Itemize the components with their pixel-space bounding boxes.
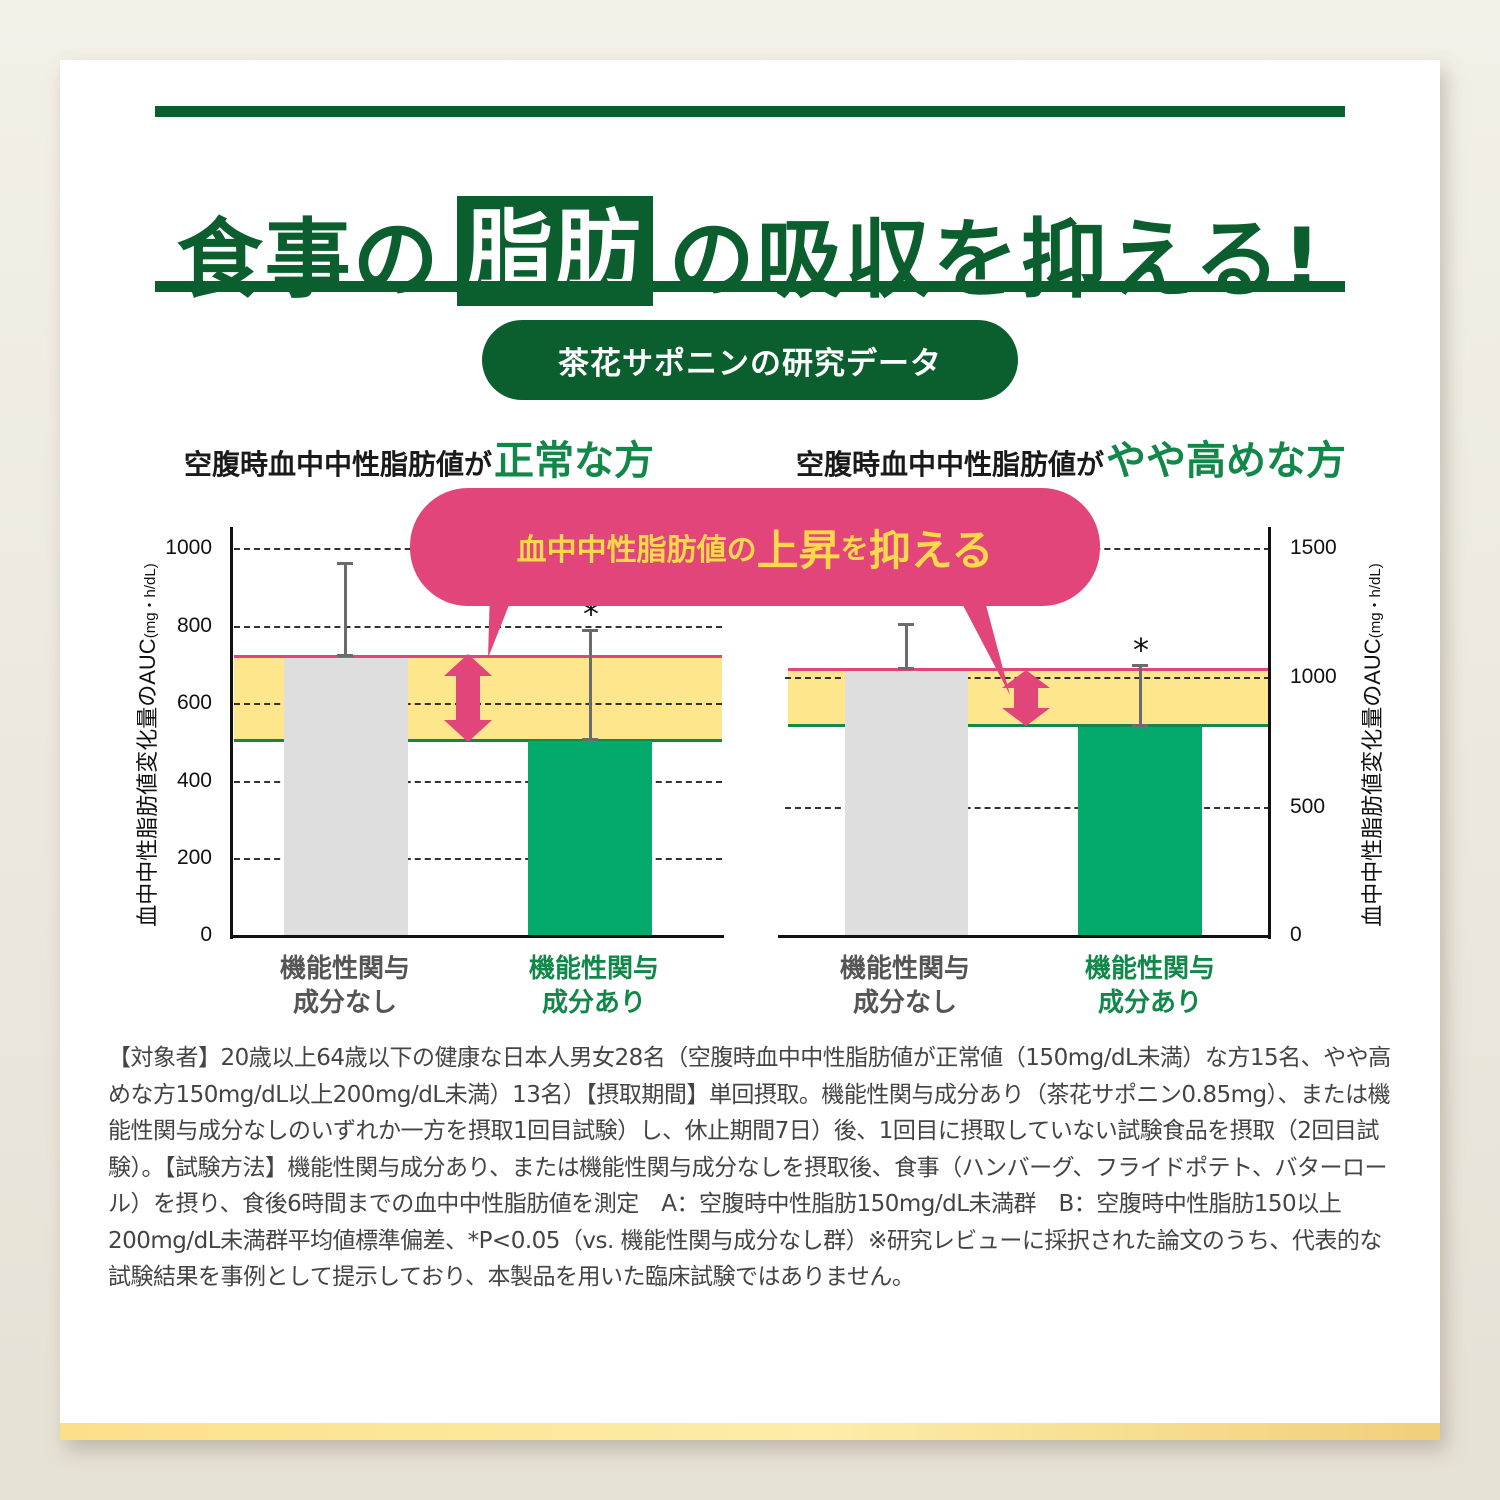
bar-control xyxy=(284,658,408,936)
error-cap-treatment xyxy=(1132,664,1148,667)
headline-part1: 食事の xyxy=(176,209,441,310)
subtitle-high: 空腹時血中中性脂肪値が やや高めな方 xyxy=(796,428,1346,486)
subtitle-prefix: 空腹時血中中性脂肪値が xyxy=(184,448,493,481)
y-axis-label-unit: (mg・h/dL) xyxy=(142,563,159,639)
error-cap-control-base xyxy=(898,667,914,670)
category-line2: 成分なし xyxy=(292,988,397,1018)
category-line2: 成分なし xyxy=(852,988,957,1018)
x-axis-left xyxy=(230,935,724,938)
gridline-500 xyxy=(785,807,1270,809)
treatment-level-line xyxy=(788,724,1270,727)
y-axis-left xyxy=(230,527,233,939)
subtitle-highlight: 正常な方 xyxy=(494,438,655,484)
callout-text-big2: 抑える xyxy=(868,525,994,575)
y-tick: 800 xyxy=(176,614,212,637)
bottom-accent-strip xyxy=(60,1423,1440,1440)
y-tick: 600 xyxy=(176,691,212,714)
subtitle-normal: 空腹時血中中性脂肪値が 正常な方 xyxy=(184,428,654,486)
headline: 食事の 脂肪 の吸収を抑える! xyxy=(155,176,1345,326)
x-axis-right xyxy=(778,935,1271,938)
callout-text-2: を xyxy=(840,532,869,565)
error-cap-control-base xyxy=(337,654,353,657)
bar-treatment xyxy=(1078,727,1202,936)
error-bar-control xyxy=(344,563,347,657)
gridline-800 xyxy=(234,626,722,628)
y-tick: 1000 xyxy=(165,536,212,559)
y-axis-label-main: 血中中性脂肪値変化量のAUC xyxy=(135,638,160,927)
y-axis-label-right: 血中中性脂肪値変化量のAUC(mg・h/dL) xyxy=(1355,535,1385,955)
error-cap-treatment-base xyxy=(1132,724,1148,727)
category-line1: 機能性関与 xyxy=(839,954,970,984)
significance-star: * xyxy=(583,595,599,633)
category-line1: 機能性関与 xyxy=(279,954,410,984)
y-axis-label-main: 血中中性脂肪値変化量のAUC xyxy=(1360,638,1385,927)
subtitle-prefix: 空腹時血中中性脂肪値が xyxy=(796,448,1105,481)
category-label-control: 機能性関与 成分なし xyxy=(805,952,1005,1020)
error-cap-treatment xyxy=(582,629,598,632)
category-line1: 機能性関与 xyxy=(528,954,659,984)
double-arrow-icon xyxy=(444,654,492,742)
error-bar-control xyxy=(905,624,908,670)
callout-bubble: 血中中性脂肪値の 上昇 を 抑える xyxy=(410,488,1100,606)
y-tick: 400 xyxy=(176,769,212,792)
bottom-rule xyxy=(155,281,1345,292)
double-arrow-icon xyxy=(1002,670,1050,726)
category-label-treatment: 機能性関与 成分あり xyxy=(1050,952,1250,1020)
error-bar-treatment xyxy=(1139,665,1142,726)
y-axis-label-left: 血中中性脂肪値変化量のAUC(mg・h/dL) xyxy=(130,535,160,955)
error-bar-treatment xyxy=(589,630,592,740)
control-level-line xyxy=(788,668,1270,671)
category-label-treatment: 機能性関与 成分あり xyxy=(494,952,694,1020)
study-data-pill: 茶花サポニンの研究データ xyxy=(482,320,1018,400)
y-tick: 200 xyxy=(176,846,212,869)
y-tick: 1000 xyxy=(1290,665,1337,688)
category-label-control: 機能性関与 成分なし xyxy=(245,952,445,1020)
category-line2: 成分あり xyxy=(541,988,646,1018)
error-cap-treatment-base xyxy=(582,738,598,741)
error-cap-control xyxy=(898,623,914,626)
study-notes: 【対象者】20歳以上64歳以下の健康な日本人男女28名（空腹時血中中性脂肪値が正… xyxy=(108,1045,1391,1290)
gridline-400 xyxy=(234,781,722,783)
y-tick: 1500 xyxy=(1290,536,1337,559)
callout-text-big1: 上昇 xyxy=(756,525,841,575)
top-rule xyxy=(155,106,1345,117)
headline-part2: の吸収を抑える! xyxy=(668,209,1324,310)
y-tick: 0 xyxy=(1290,923,1302,946)
y-tick: 500 xyxy=(1290,795,1326,818)
y-tick: 0 xyxy=(200,923,212,946)
category-line1: 機能性関与 xyxy=(1084,954,1215,984)
category-line2: 成分あり xyxy=(1097,988,1202,1018)
callout-pointers xyxy=(488,590,1010,695)
bar-control xyxy=(845,671,968,936)
y-axis-right xyxy=(1268,527,1271,939)
error-cap-control xyxy=(337,562,353,565)
treatment-level-line xyxy=(234,739,722,742)
content-card: 食事の 脂肪 の吸収を抑える! 茶花サポニンの研究データ 空腹時血中中性脂肪値が… xyxy=(60,60,1440,1440)
callout-text-1: 血中中性脂肪値の xyxy=(516,533,757,568)
gridline-200 xyxy=(234,858,722,860)
significance-star: * xyxy=(1133,631,1149,669)
control-level-line xyxy=(234,655,722,658)
subtitle-highlight: やや高めな方 xyxy=(1106,438,1347,484)
y-axis-label-unit: (mg・h/dL) xyxy=(1367,563,1384,639)
bar-treatment xyxy=(528,741,652,936)
